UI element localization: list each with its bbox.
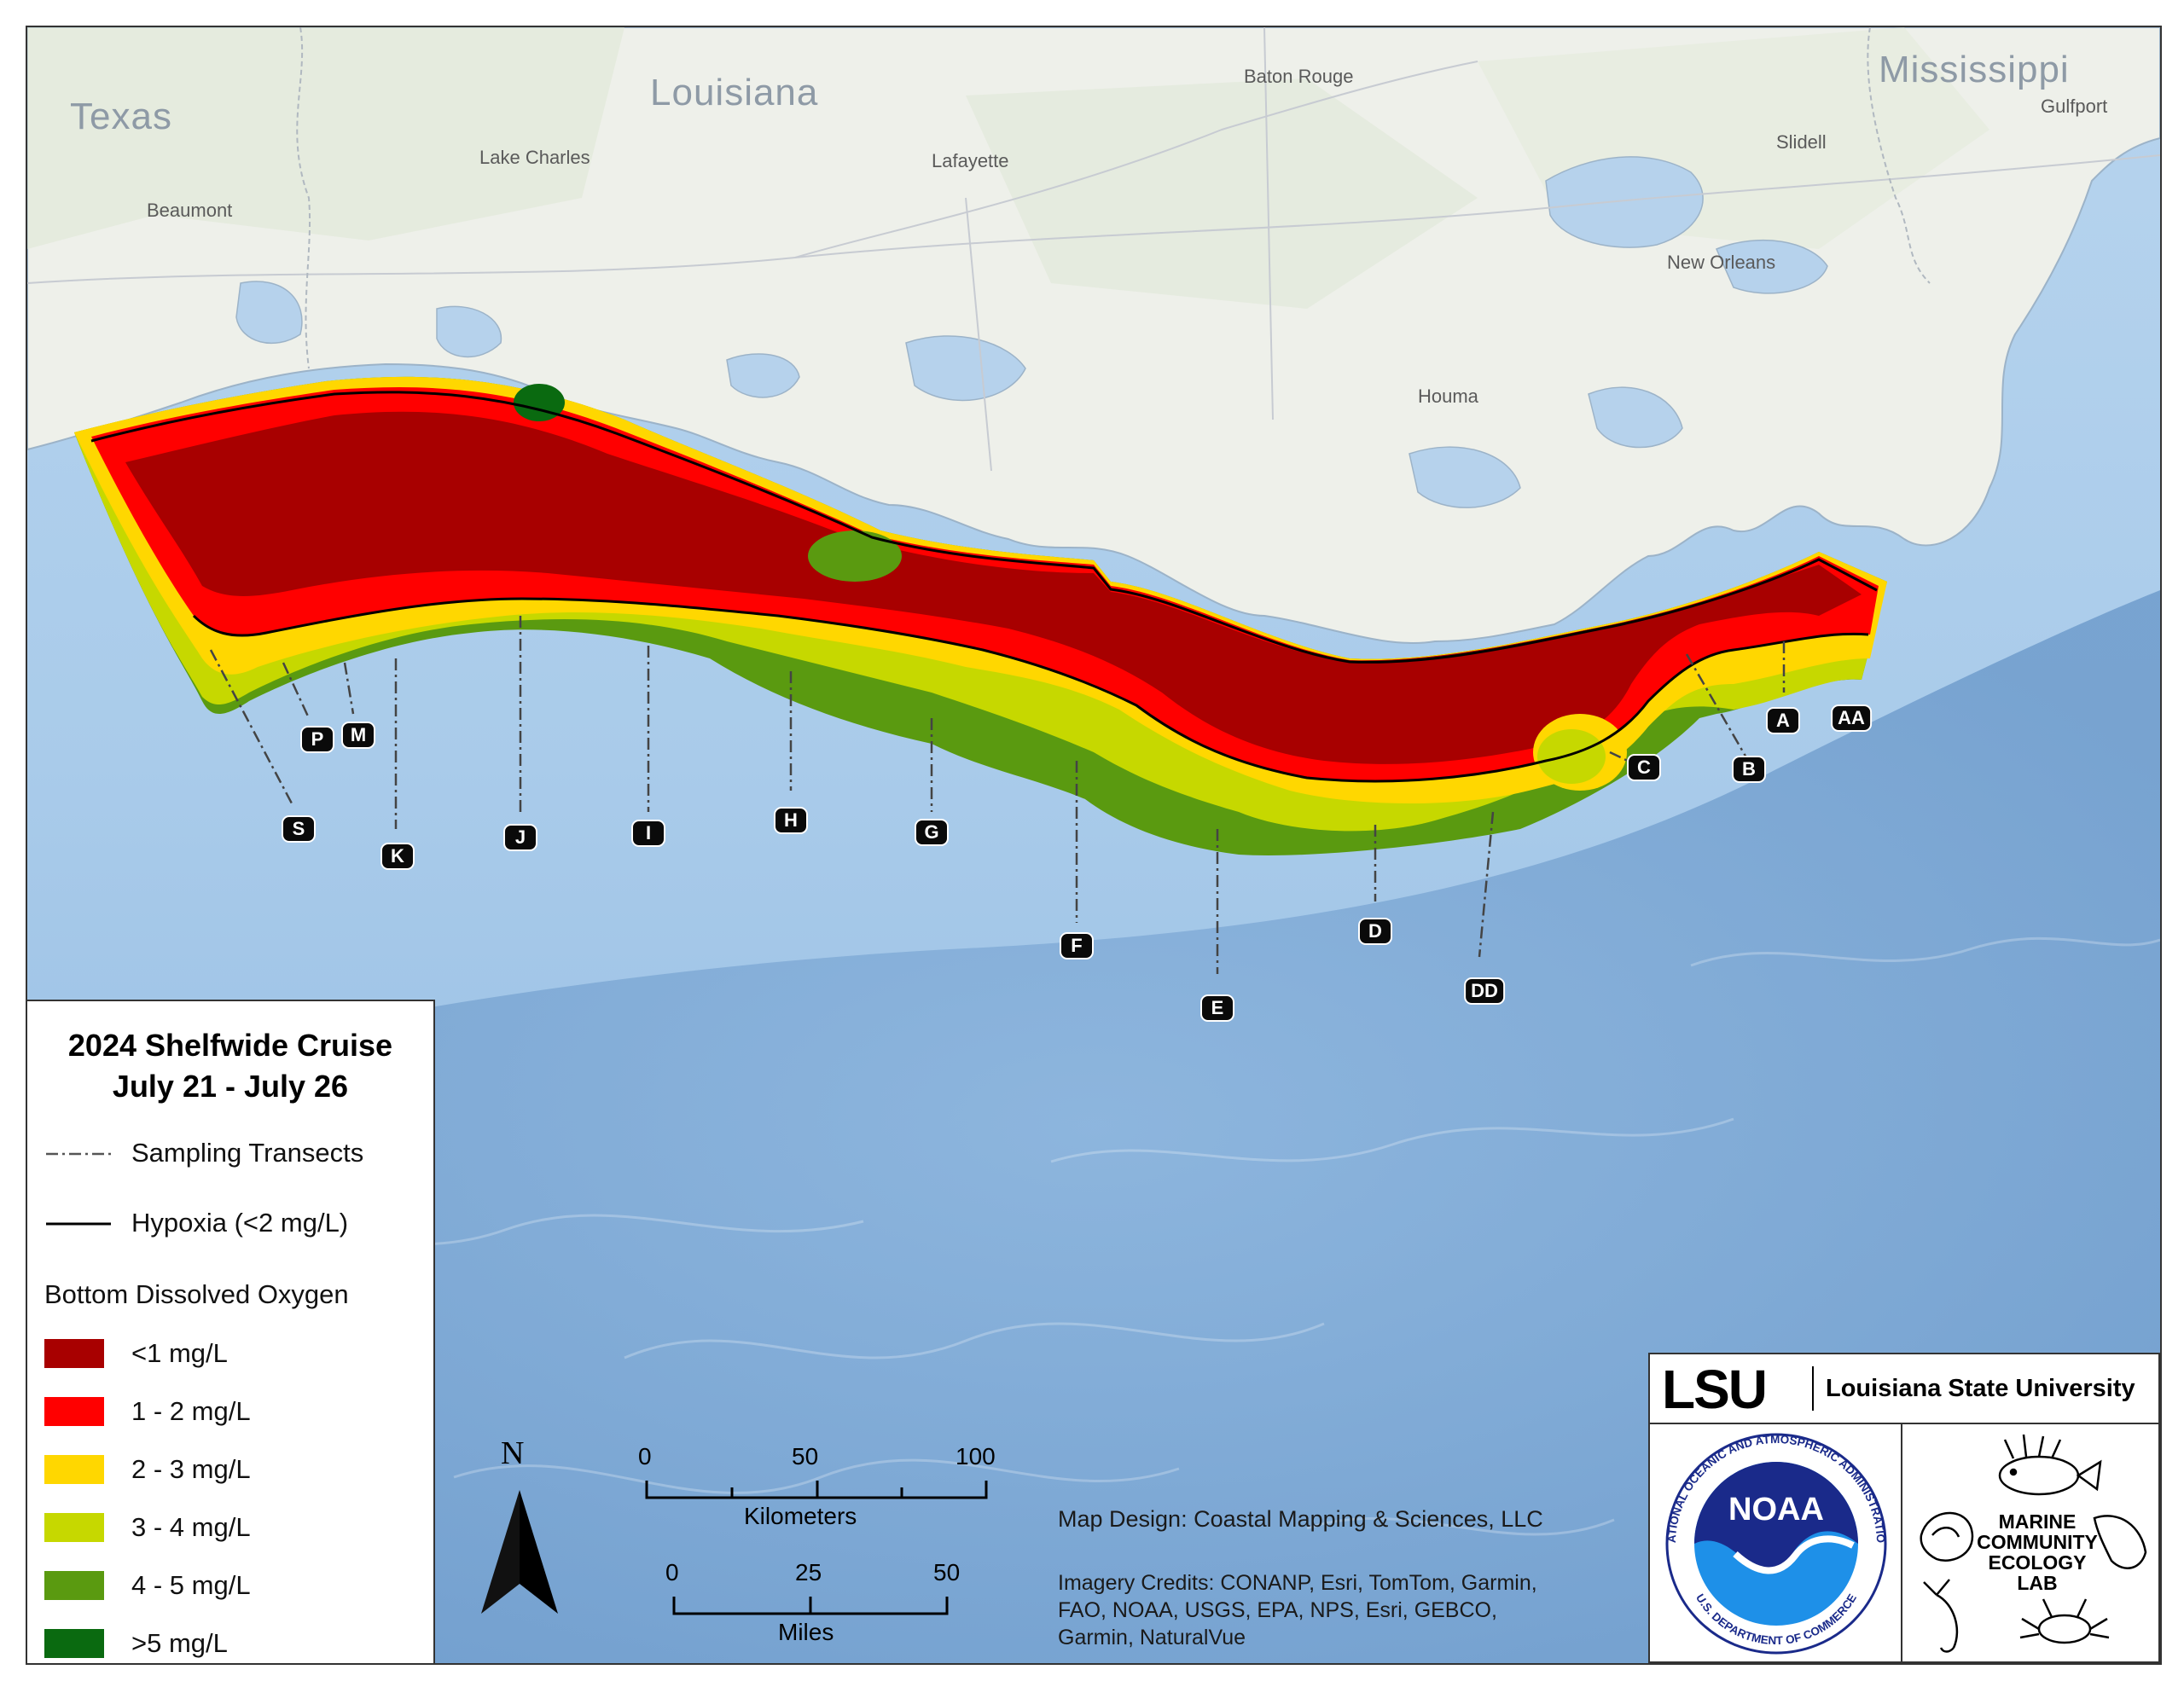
vegetation-areas	[27, 27, 1989, 309]
do-class-swatch	[44, 1571, 104, 1600]
legend-title-line1: 2024 Shelfwide Cruise	[67, 1028, 393, 1063]
dissolved-oxygen-zones	[74, 376, 1887, 855]
zone-pocket-j	[514, 384, 565, 421]
transect-label-aa: AA	[1831, 704, 1872, 732]
state-label-mississippi: Mississippi	[1879, 49, 2070, 90]
imagery-credit-1: Imagery Credits: CONANP, Esri, TomTom, G…	[1058, 1571, 1537, 1595]
transect-label-e: E	[1200, 994, 1234, 1022]
do-class-label: >5 mg/L	[131, 1628, 228, 1658]
city-lake-charles: Lake Charles	[479, 147, 590, 168]
mi-label: Miles	[778, 1619, 834, 1645]
city-beaumont: Beaumont	[147, 200, 233, 221]
do-class-swatch	[44, 1339, 104, 1368]
transect-lines	[209, 616, 1786, 974]
lsu-mark: LSU	[1662, 1359, 1768, 1420]
zone-pocket-h	[808, 530, 902, 582]
transect-label-h: H	[774, 807, 808, 834]
transect-label-k: K	[380, 843, 415, 870]
zone-pocket-d2	[1537, 729, 1606, 784]
imagery-credit-2: FAO, NOAA, USGS, EPA, NPS, Esri, GEBCO,	[1058, 1598, 1497, 1622]
do-class-swatch	[44, 1513, 104, 1542]
km-tick-100: 100	[956, 1443, 996, 1470]
continental-slope	[27, 590, 2160, 1663]
transect-label-a: A	[1766, 707, 1800, 734]
do-class-swatch	[44, 1629, 104, 1658]
legend-title: 2024 Shelfwide Cruise July 21 - July 26	[27, 1025, 433, 1107]
legend-panel: 2024 Shelfwide Cruise July 21 - July 26 …	[27, 1000, 435, 1663]
city-new-orleans: New Orleans	[1667, 252, 1776, 273]
roads	[27, 27, 2160, 472]
mcel-line3: ECOLOGY	[1988, 1551, 2086, 1574]
mi-tick-0: 0	[665, 1559, 679, 1586]
do-class-label: 3 - 4 mg/L	[131, 1512, 251, 1542]
noaa-logo: NATIONAL OCEANIC AND ATMOSPHERIC ADMINIS…	[1646, 1414, 1904, 1663]
imagery-credit-3: Garmin, NaturalVue	[1058, 1626, 1246, 1649]
km-tick-0: 0	[638, 1443, 652, 1470]
do-class-label: 2 - 3 mg/L	[131, 1454, 251, 1484]
do-class-swatch	[44, 1455, 104, 1484]
oyster-illustration-icon	[1920, 1511, 1974, 1562]
fish-illustration-icon	[1998, 1434, 2102, 1496]
transect-label-m: M	[341, 722, 375, 749]
legend-do-header: Bottom Dissolved Oxygen	[44, 1279, 349, 1309]
logo-panel: LSU Louisiana State University NATIONAL …	[1646, 1353, 2160, 1663]
north-arrow-icon	[481, 1490, 558, 1614]
marine-community-ecology-lab-logo: MARINE COMMUNITY ECOLOGY LAB	[1901, 1423, 2160, 1663]
legend-transects-label: Sampling Transects	[131, 1138, 364, 1168]
km-label: Kilometers	[744, 1503, 857, 1529]
transect-line-sample	[46, 1152, 111, 1156]
north-label: N	[501, 1435, 525, 1471]
transect-label-i: I	[631, 820, 665, 847]
transect-label-f: F	[1060, 932, 1094, 959]
legend-hypoxia-label: Hypoxia (<2 mg/L)	[131, 1208, 349, 1238]
lsu-divider	[1812, 1366, 1814, 1411]
noaa-mark: NOAA	[1728, 1492, 1824, 1528]
transect-label-j: J	[503, 824, 537, 851]
do-class-label: 1 - 2 mg/L	[131, 1396, 251, 1426]
map-design-credit: Map Design: Coastal Mapping & Sciences, …	[1058, 1506, 1543, 1532]
redfish-illustration-icon	[2093, 1515, 2147, 1569]
hypoxia-boundary	[90, 391, 1878, 783]
do-class-label: <1 mg/L	[131, 1338, 228, 1368]
inland-water	[235, 156, 1828, 508]
city-houma: Houma	[1418, 386, 1478, 407]
city-lafayette: Lafayette	[932, 150, 1009, 171]
city-gulfport: Gulfport	[2041, 96, 2108, 117]
city-slidell: Slidell	[1776, 131, 1827, 153]
state-label-louisiana: Louisiana	[650, 72, 819, 113]
mi-tick-50: 50	[933, 1559, 961, 1586]
hypoxia-map	[27, 27, 2160, 1663]
do-class-swatch	[44, 1397, 104, 1426]
transect-label-g: G	[915, 819, 949, 846]
transect-label-dd: DD	[1464, 977, 1505, 1005]
do-class-label: 4 - 5 mg/L	[131, 1570, 251, 1600]
zone-lt1	[125, 411, 1862, 764]
lsu-name: Louisiana State University	[1826, 1375, 2135, 1402]
legend-title-line2: July 21 - July 26	[112, 1069, 349, 1104]
transect-label-b: B	[1732, 756, 1766, 783]
transect-label-c: C	[1627, 754, 1661, 781]
transect-label-s: S	[282, 815, 316, 843]
state-border-la-ms	[1867, 27, 1931, 284]
crab-illustration-icon	[2019, 1598, 2110, 1644]
km-tick-50: 50	[792, 1443, 819, 1470]
crawfish-illustration-icon	[1923, 1579, 1959, 1653]
mcel-line1: MARINE	[1999, 1510, 2077, 1533]
mcel-line2: COMMUNITY	[1977, 1531, 2098, 1553]
transect-label-p: P	[300, 726, 334, 753]
state-border-tx-la	[296, 27, 311, 369]
state-label-texas: Texas	[70, 96, 172, 137]
transect-label-d: D	[1358, 918, 1392, 945]
city-baton-rouge: Baton Rouge	[1244, 66, 1354, 87]
lsu-logo: LSU Louisiana State University	[1648, 1353, 2160, 1426]
hypoxia-line-sample	[46, 1222, 111, 1226]
mcel-line4: LAB	[2017, 1572, 2057, 1594]
mi-tick-25: 25	[795, 1559, 822, 1586]
map-frame: Texas Louisiana Mississippi Baton Rouge …	[26, 26, 2162, 1665]
